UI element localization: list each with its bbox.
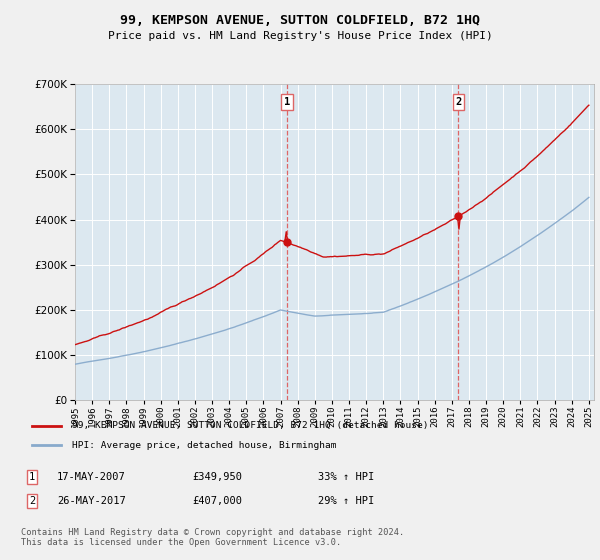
Text: £349,950: £349,950: [192, 472, 242, 482]
Text: 99, KEMPSON AVENUE, SUTTON COLDFIELD, B72 1HQ (detached house): 99, KEMPSON AVENUE, SUTTON COLDFIELD, B7…: [72, 421, 428, 430]
Text: 33% ↑ HPI: 33% ↑ HPI: [318, 472, 374, 482]
Text: 17-MAY-2007: 17-MAY-2007: [57, 472, 126, 482]
Text: £407,000: £407,000: [192, 496, 242, 506]
Text: Contains HM Land Registry data © Crown copyright and database right 2024.
This d: Contains HM Land Registry data © Crown c…: [21, 528, 404, 547]
Text: 29% ↑ HPI: 29% ↑ HPI: [318, 496, 374, 506]
Text: 26-MAY-2017: 26-MAY-2017: [57, 496, 126, 506]
Text: 1: 1: [284, 97, 290, 107]
Text: Price paid vs. HM Land Registry's House Price Index (HPI): Price paid vs. HM Land Registry's House …: [107, 31, 493, 41]
Text: 2: 2: [29, 496, 35, 506]
Text: HPI: Average price, detached house, Birmingham: HPI: Average price, detached house, Birm…: [72, 441, 337, 450]
Text: 2: 2: [455, 97, 461, 107]
Text: 1: 1: [29, 472, 35, 482]
Text: 99, KEMPSON AVENUE, SUTTON COLDFIELD, B72 1HQ: 99, KEMPSON AVENUE, SUTTON COLDFIELD, B7…: [120, 14, 480, 27]
